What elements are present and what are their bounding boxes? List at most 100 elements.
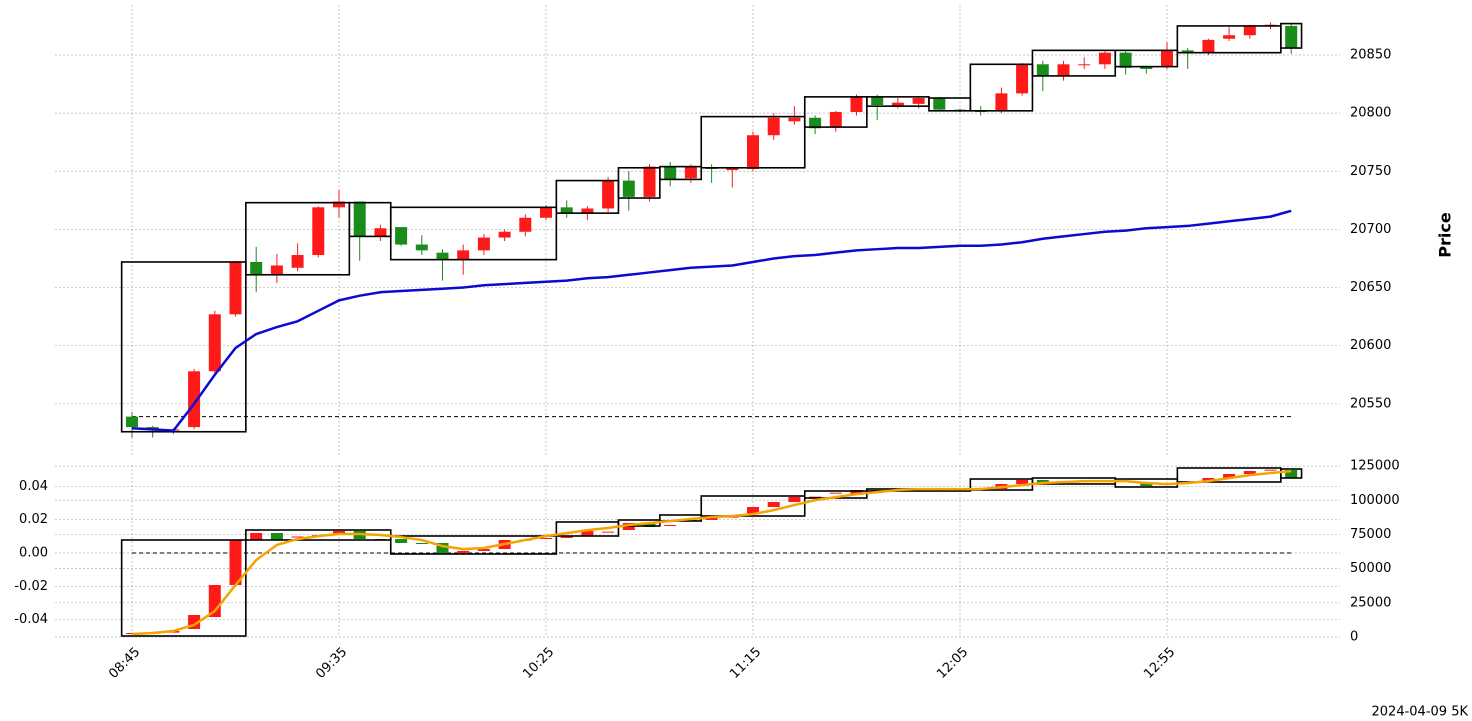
range-box xyxy=(617,166,661,199)
range-box xyxy=(1114,49,1179,68)
candle-body xyxy=(1057,64,1070,76)
candle-body xyxy=(395,539,408,543)
candle-body xyxy=(809,496,822,498)
y-tick-label: -0.02 xyxy=(14,579,48,594)
candle-body xyxy=(1078,64,1091,66)
y-tick-label: 0.02 xyxy=(19,512,48,527)
candle-body xyxy=(415,244,428,251)
candle-body xyxy=(312,207,325,255)
candle-body xyxy=(788,497,801,502)
range-box xyxy=(389,206,558,261)
y-tick-label: 20700 xyxy=(1350,222,1391,237)
candle-body xyxy=(809,117,822,129)
candle-body xyxy=(229,261,242,315)
candle-body xyxy=(1016,480,1029,484)
y-tick-label: 20550 xyxy=(1350,396,1391,411)
candle-body xyxy=(871,96,884,105)
y-tick-label: 20650 xyxy=(1350,280,1391,295)
candle-body xyxy=(767,502,780,507)
candle-body xyxy=(1161,50,1173,67)
candle-body xyxy=(829,111,842,128)
candle-body xyxy=(540,538,552,539)
candle-body xyxy=(208,314,221,372)
range-box xyxy=(120,261,247,433)
candle-body xyxy=(333,201,345,208)
y-axis-label: Price xyxy=(1436,212,1455,258)
y2-tick-label: 100000 xyxy=(1350,493,1400,508)
candle-body xyxy=(560,207,573,214)
candle-body xyxy=(664,525,677,526)
y-tick-label: 20800 xyxy=(1350,106,1391,121)
candle-body xyxy=(250,261,263,275)
y2-tick-label: 0 xyxy=(1350,630,1358,645)
y-tick-label: -0.04 xyxy=(14,612,48,627)
candle-body xyxy=(1223,474,1236,478)
candle-body xyxy=(1285,470,1298,478)
candle-body xyxy=(1119,52,1132,68)
x-tick-label: 12:55 xyxy=(1141,645,1178,682)
candle-body xyxy=(581,531,594,536)
candle-body xyxy=(664,166,677,180)
candle-body xyxy=(1285,25,1298,49)
candle-body xyxy=(1140,66,1153,69)
candle-body xyxy=(891,102,904,107)
candle-body xyxy=(477,549,490,551)
y2-tick-label: 25000 xyxy=(1350,595,1391,610)
range-box xyxy=(1280,22,1303,49)
candle-body xyxy=(912,98,925,104)
footer: 2024-04-09 5K xyxy=(1372,705,1469,720)
candle-body xyxy=(270,533,283,540)
candle-body xyxy=(291,255,304,268)
candle-body xyxy=(747,507,759,514)
candle-body xyxy=(353,201,366,237)
range-box xyxy=(659,165,703,181)
candle-body xyxy=(1036,64,1049,76)
candle-body xyxy=(995,93,1008,111)
range-box xyxy=(1280,468,1303,479)
y2-tick-label: 50000 xyxy=(1350,561,1391,576)
candle-body xyxy=(1243,25,1256,36)
y2-tick-label: 125000 xyxy=(1350,459,1400,474)
line-series xyxy=(131,209,1292,432)
y-tick-label: 20600 xyxy=(1350,338,1391,353)
candle-body xyxy=(602,531,615,533)
candle-body xyxy=(705,517,718,520)
candle-body xyxy=(270,265,283,275)
candle-body xyxy=(1016,64,1029,94)
candle-body xyxy=(188,371,201,428)
range-box xyxy=(120,539,247,637)
candle-body xyxy=(643,166,656,197)
y2-tick-label: 75000 xyxy=(1350,527,1391,542)
range-box xyxy=(555,521,620,537)
candle-body xyxy=(684,166,697,179)
candle-body xyxy=(540,207,552,218)
candle-body xyxy=(1202,39,1215,53)
candle-body xyxy=(560,536,573,538)
candle-body xyxy=(829,492,842,494)
y-tick-label: 20750 xyxy=(1350,164,1391,179)
candle-body xyxy=(581,208,594,214)
candle-body xyxy=(850,96,863,112)
x-tick-label: 11:15 xyxy=(727,645,764,682)
range-box xyxy=(803,96,868,128)
x-tick-label: 09:35 xyxy=(313,645,350,682)
candle-body xyxy=(250,533,263,540)
range-box xyxy=(700,115,806,169)
candle-body xyxy=(229,540,242,585)
candle-body xyxy=(622,180,635,197)
range-box xyxy=(969,63,1034,112)
candle-body xyxy=(788,117,801,122)
range-box xyxy=(389,535,558,555)
candle-body xyxy=(1181,50,1194,53)
x-tick-label: 12:05 xyxy=(934,645,971,682)
y-tick-label: 20850 xyxy=(1350,48,1391,63)
x-tick-label: 10:25 xyxy=(520,645,557,682)
y-tick-label: 0.00 xyxy=(19,546,48,561)
candle-body xyxy=(374,228,387,237)
candle-body xyxy=(1223,35,1236,39)
candle-body xyxy=(395,227,408,245)
range-box xyxy=(245,201,351,276)
candle-body xyxy=(1098,52,1111,65)
candle-body xyxy=(933,98,946,110)
